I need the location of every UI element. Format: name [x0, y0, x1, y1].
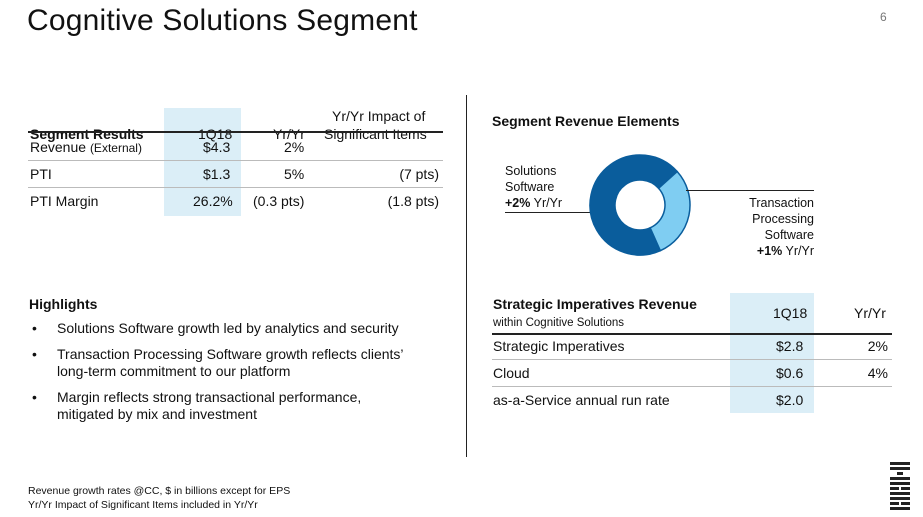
footnote-line: Yr/Yr Impact of Significant Items includ…	[28, 498, 258, 511]
header-rule	[492, 333, 892, 335]
list-item-text: Transaction Processing Software growth r…	[57, 346, 403, 379]
page-title: Cognitive Solutions Segment	[27, 4, 418, 37]
si-header-yr-yr: Yr/Yr	[854, 305, 886, 321]
row-label: Revenue	[30, 139, 87, 155]
section-divider	[466, 95, 467, 457]
label-line: Processing	[752, 212, 814, 226]
row-label: PTI Margin	[30, 193, 99, 209]
header-segment-results: Segment Results	[30, 126, 144, 142]
list-item: • Transaction Processing Software growth …	[29, 346, 409, 380]
label-line: Software	[764, 228, 814, 242]
row-label: Strategic Imperatives	[493, 338, 625, 354]
bullet: •	[32, 320, 37, 336]
column-highlight	[164, 108, 241, 216]
list-item-text: Margin reflects strong transactional per…	[57, 389, 362, 422]
row-1q18-value: $2.0	[776, 392, 804, 408]
table-row: Strategic Imperatives $2.8 2%	[492, 333, 892, 359]
donut-slice-solutions-software	[589, 154, 679, 256]
row-label: Cloud	[493, 365, 530, 381]
page-number: 6	[880, 10, 887, 24]
label-line: Solutions	[505, 164, 557, 178]
si-title: Strategic Imperatives Revenue	[493, 296, 697, 312]
revenue-elements-title: Segment Revenue Elements	[492, 113, 680, 129]
ibm-logo	[890, 462, 910, 510]
row-label: as-a-Service annual run rate	[493, 392, 670, 408]
row-1q18-value: $2.8	[776, 338, 804, 354]
header-impact-line2: Significant Items	[324, 126, 427, 142]
si-header-1q18: 1Q18	[773, 305, 808, 321]
donut-slice-transaction-processing	[649, 170, 691, 252]
label-line: Software	[505, 180, 555, 194]
header-impact-line1: Yr/Yr Impact of	[332, 108, 426, 124]
list-item: • Margin reflects strong transactional pe…	[29, 389, 409, 423]
growth-value: +1%	[756, 244, 783, 258]
row-1q18-value: $0.6	[776, 365, 804, 381]
table-row: Cloud $0.6 4%	[492, 360, 892, 386]
si-subtitle: within Cognitive Solutions	[493, 317, 625, 329]
row-yr-yr-value: (0.3 pts)	[253, 193, 305, 209]
row-yr-yr-value: 2%	[867, 338, 888, 354]
growth-value: +2%	[505, 196, 531, 210]
growth-line: +2% Yr/Yr	[505, 195, 562, 211]
row-yr-yr-value: 5%	[284, 166, 305, 182]
row-yr-yr-value: 4%	[867, 365, 888, 381]
highlights-title: Highlights	[29, 296, 98, 312]
leader-line-right	[686, 190, 814, 191]
header-rule	[28, 131, 443, 133]
row-rule	[492, 359, 892, 360]
column-highlight	[730, 293, 814, 413]
table-row: PTI $1.3 5% (7 pts)	[28, 161, 443, 187]
footnote-line: Revenue growth rates @CC, $ in billions …	[28, 485, 291, 497]
row-rule	[28, 160, 443, 161]
transaction-processing-label: Transaction Processing Software +1% Yr/Y…	[700, 195, 814, 259]
row-label: PTI	[30, 166, 52, 182]
row-1q18-value: $1.3	[203, 166, 231, 182]
row-impact-value: (7 pts)	[399, 166, 439, 182]
row-rule	[28, 187, 443, 188]
row-label-note: (External)	[89, 141, 142, 155]
bullet: •	[32, 389, 37, 405]
bullet: •	[32, 346, 37, 362]
footnote: Revenue growth rates @CC, $ in billions …	[28, 485, 290, 512]
row-rule	[492, 386, 892, 387]
header-1q18: 1Q18	[198, 126, 233, 142]
highlights-list: • Solutions Software growth led by analyt…	[29, 320, 449, 432]
row-1q18-value: 26.2%	[193, 193, 233, 209]
growth-suffix: Yr/Yr	[785, 244, 814, 258]
growth-line: +1% Yr/Yr	[700, 243, 814, 259]
row-impact-value: (1.8 pts)	[387, 193, 439, 209]
table-row: PTI Margin 26.2% (0.3 pts) (1.8 pts)	[28, 188, 443, 214]
header-yr-yr: Yr/Yr	[273, 126, 305, 142]
row-yr-yr-value: 2%	[284, 139, 305, 155]
growth-suffix: Yr/Yr	[533, 196, 563, 210]
leader-line-left	[505, 212, 595, 213]
solutions-software-label: Solutions Software +2% Yr/Yr	[505, 163, 562, 211]
table-header-row: Segment Results 1Q18 Yr/Yr Yr/Yr Impact …	[28, 106, 443, 146]
list-item-text: Solutions Software growth led by analyti…	[57, 320, 399, 336]
list-item: • Solutions Software growth led by analyt…	[29, 320, 449, 337]
table-row: as-a-Service annual run rate $2.0	[492, 387, 892, 413]
row-1q18-value: $4.3	[203, 139, 231, 155]
label-line: Transaction	[749, 196, 814, 210]
revenue-donut-chart	[589, 154, 691, 256]
table-row: Revenue (External) $4.3 2%	[28, 134, 443, 160]
